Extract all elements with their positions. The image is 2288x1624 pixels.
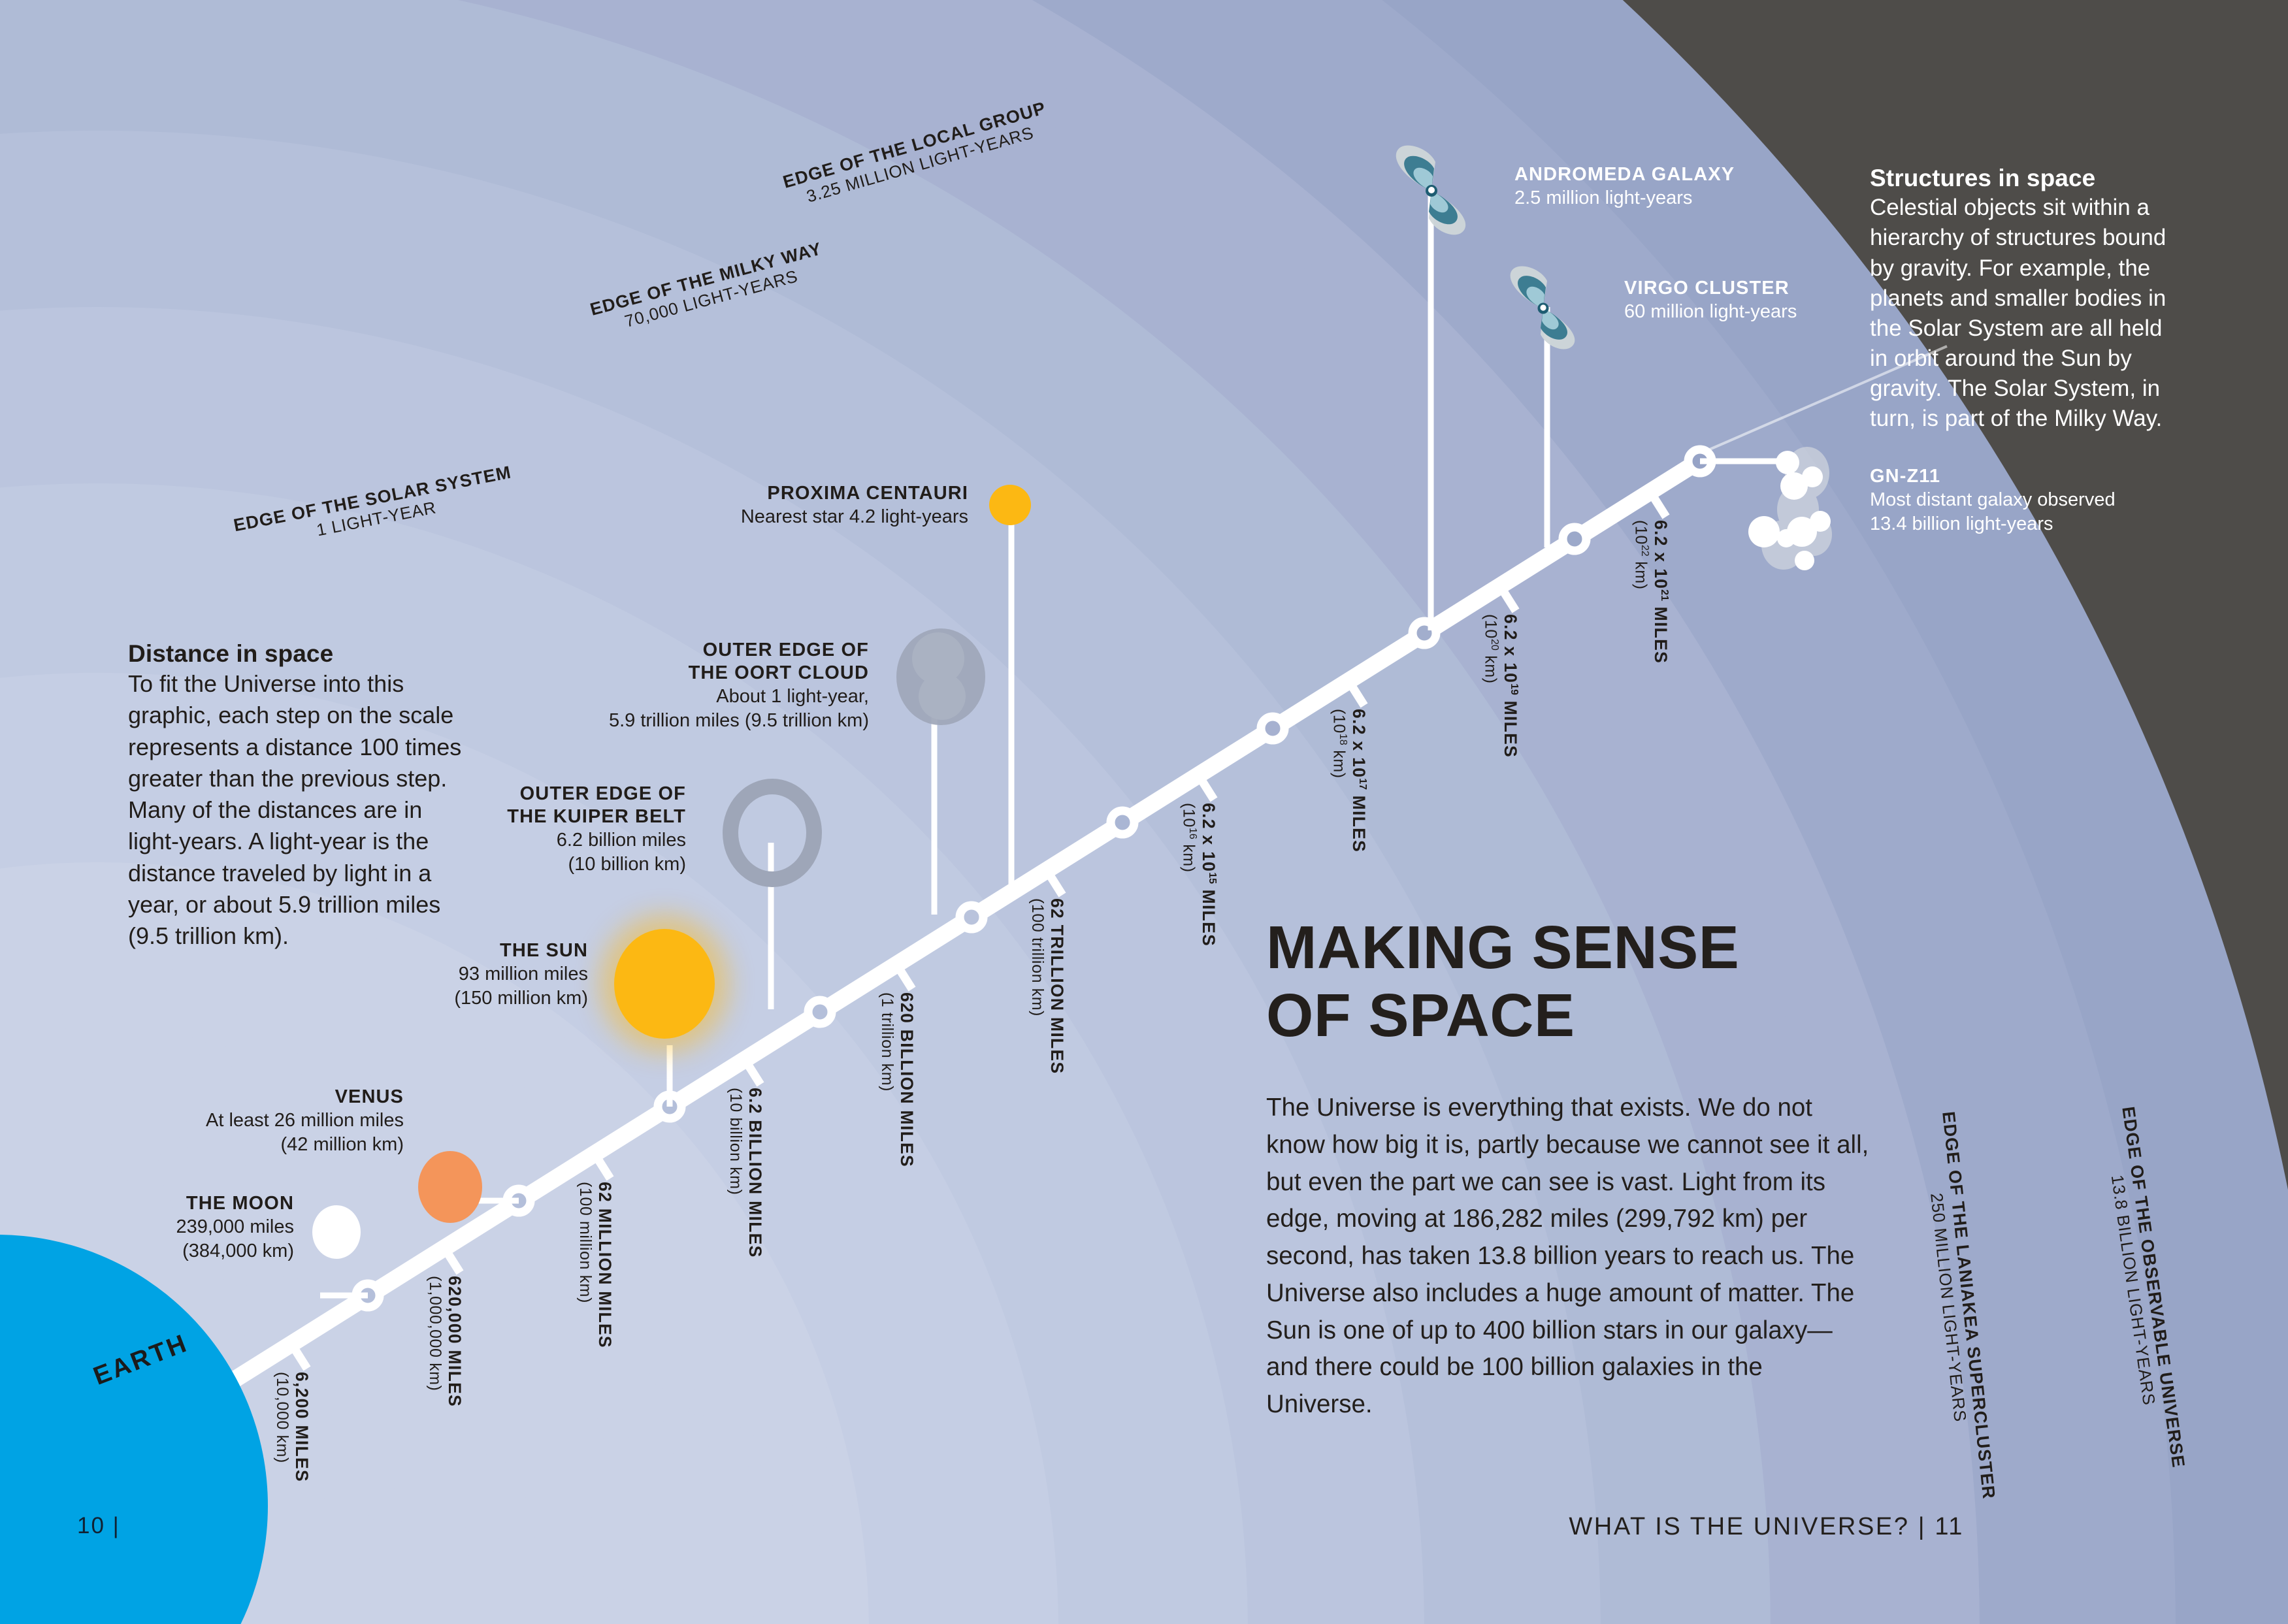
oort-cloud-callout: OUTER EDGE OF THE OORT CLOUD About 1 lig…: [366, 639, 869, 733]
virgo-cluster-callout: VIRGO CLUSTER 60 million light-years: [1624, 277, 1990, 324]
page-title-line-1: MAKING SENSE: [1266, 913, 1740, 981]
structures-in-space-panel: Structures in space Celestial objects si…: [1870, 163, 2177, 434]
virgo-cluster-icon: [1510, 266, 1575, 349]
page-intro-body: The Universe is everything that exists. …: [1266, 1094, 1869, 1419]
gn-z11-galaxy-cluster-icon: [1748, 447, 1832, 570]
oort-cloud-name-line1: OUTER EDGE OF: [702, 640, 869, 660]
sun-detail-1: 93 million miles: [458, 963, 588, 984]
kuiper-belt-ring: [723, 779, 822, 887]
scale-tick-label: 6.2 BILLION MILES (10 billion km): [727, 1088, 765, 1258]
gn-z11-callout: GN-Z11 Most distant galaxy observed 13.4…: [1870, 465, 2262, 536]
venus-disc: [418, 1151, 482, 1223]
andromeda-galaxy-icon: [1396, 145, 1466, 235]
scale-tick-label: 6.2 x 1019 MILES (1020 km): [1482, 614, 1520, 758]
distance-in-space-panel: Distance in space To fit the Universe in…: [128, 639, 471, 952]
andromeda-detail-1: 2.5 million light-years: [1514, 187, 1693, 208]
gn-z11-detail-2: 13.4 billion light-years: [1870, 513, 2053, 534]
oort-cloud-name-line2: THE OORT CLOUD: [688, 662, 869, 683]
folio-right: WHAT IS THE UNIVERSE? | 11: [1569, 1513, 1964, 1540]
sun-disc: [614, 929, 715, 1039]
oort-cloud-detail-2: 5.9 trillion miles (9.5 trillion km): [608, 709, 869, 731]
moon-name: THE MOON: [186, 1193, 294, 1214]
sun-name: THE SUN: [500, 940, 588, 961]
scale-tick-label: 62 TRILLION MILES (100 trillion km): [1028, 898, 1067, 1075]
scale-tick-label: 62 MILLION MILES (100 million km): [576, 1182, 615, 1348]
proxima-centauri-detail-1: Nearest star 4.2 light-years: [740, 506, 968, 527]
oort-cloud-shape: [896, 628, 985, 725]
moon-disc: [312, 1205, 361, 1259]
andromeda-name: ANDROMEDA GALAXY: [1514, 164, 1735, 185]
kuiper-belt-name-line2: THE KUIPER BELT: [507, 805, 686, 827]
scale-tick-label: 6,200 MILES (10,000 km): [273, 1372, 312, 1482]
proxima-centauri-name: PROXIMA CENTAURI: [767, 483, 968, 504]
proxima-centauri-star: [989, 485, 1031, 525]
kuiper-belt-detail-2: (10 billion km): [568, 853, 687, 875]
venus-callout: VENUS At least 26 million miles (42 mill…: [65, 1086, 404, 1157]
oort-cloud-detail-1: About 1 light-year,: [716, 685, 869, 707]
moon-detail-2: (384,000 km): [182, 1240, 294, 1261]
gn-z11-name: GN-Z11: [1870, 466, 1941, 487]
folio-left: 10 |: [77, 1513, 120, 1538]
scale-tick-label: 6.2 x 1015 MILES (1016 km): [1180, 803, 1218, 947]
proxima-centauri-callout: PROXIMA CENTAURI Nearest star 4.2 light-…: [588, 482, 968, 529]
structures-in-space-heading: Structures in space: [1870, 165, 2096, 191]
page-title: MAKING SENSE OF SPACE: [1266, 913, 1739, 1049]
page-title-line-2: OF SPACE: [1266, 981, 1575, 1050]
kuiper-belt-detail-1: 6.2 billion miles: [556, 829, 686, 851]
sun-detail-2: (150 million km): [454, 987, 588, 1009]
kuiper-belt-name-line1: OUTER EDGE OF: [519, 783, 686, 804]
scale-tick-label: 6.2 x 1021 MILES (1022 km): [1632, 520, 1671, 664]
virgo-cluster-name: VIRGO CLUSTER: [1624, 278, 1790, 299]
distance-in-space-body: To fit the Universe into this graphic, e…: [128, 670, 462, 949]
venus-detail-2: (42 million km): [280, 1133, 404, 1155]
moon-callout: THE MOON 239,000 miles (384,000 km): [33, 1192, 294, 1263]
structures-in-space-body: Celestial objects sit within a hierarchy…: [1870, 195, 2166, 432]
andromeda-callout: ANDROMEDA GALAXY 2.5 million light-years: [1514, 163, 1880, 210]
gn-z11-detail-1: Most distant galaxy observed: [1870, 489, 2116, 510]
venus-name: VENUS: [335, 1086, 404, 1107]
distance-in-space-heading: Distance in space: [128, 640, 334, 667]
scale-tick-label: 6.2 x 1017 MILES (1018 km): [1330, 709, 1369, 853]
venus-detail-1: At least 26 million miles: [206, 1109, 404, 1131]
scale-tick-label: 620 BILLION MILES (1 trillion km): [878, 992, 917, 1168]
sun-callout: THE SUN 93 million miles (150 million km…: [274, 939, 588, 1011]
virgo-cluster-detail-1: 60 million light-years: [1624, 300, 1797, 322]
moon-detail-1: 239,000 miles: [176, 1216, 294, 1237]
scale-tick-label: 620,000 MILES (1,000,000 km): [426, 1276, 465, 1408]
kuiper-belt-callout: OUTER EDGE OF THE KUIPER BELT 6.2 billio…: [366, 783, 686, 877]
